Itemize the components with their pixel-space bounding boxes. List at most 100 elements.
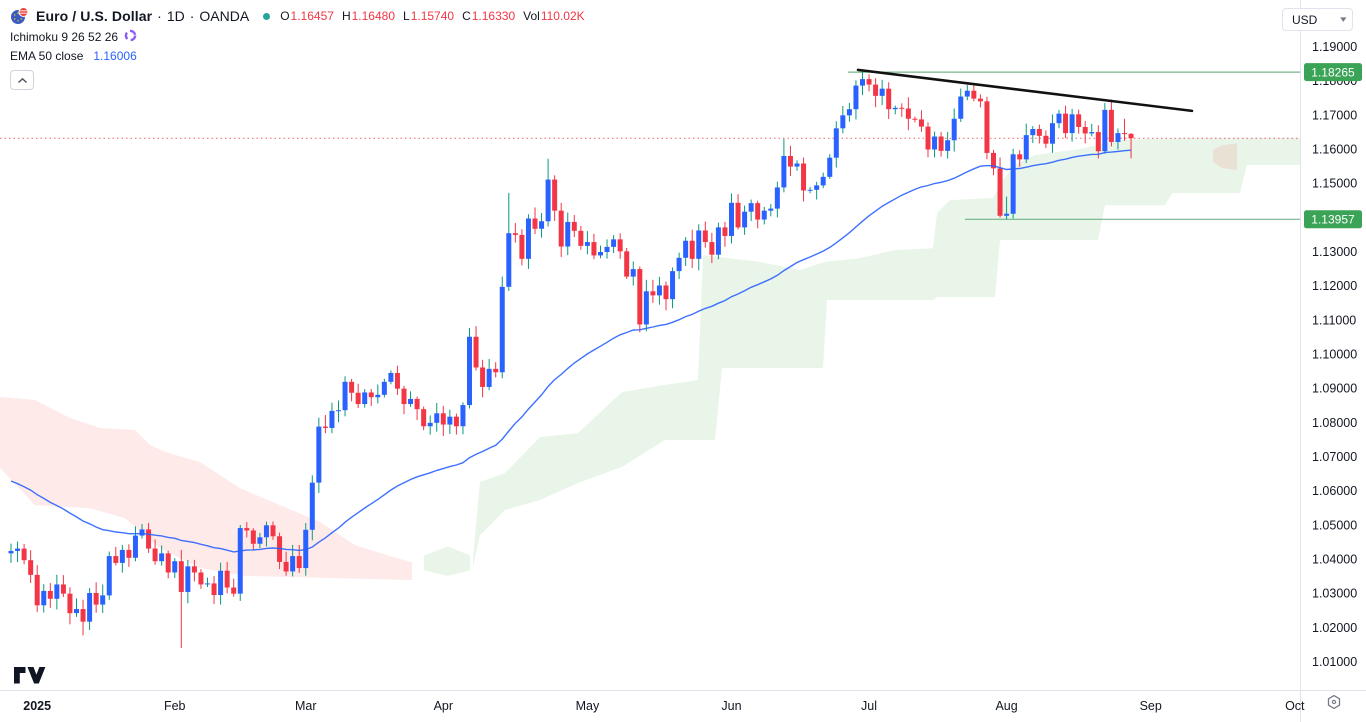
- candle-up[interactable]: [290, 556, 296, 572]
- candle-up[interactable]: [879, 88, 885, 96]
- candle-up[interactable]: [539, 221, 545, 229]
- candle-up[interactable]: [15, 548, 21, 551]
- candle-up[interactable]: [964, 90, 970, 97]
- price-axis-label[interactable]: 1.07000: [1312, 450, 1357, 464]
- candle-up[interactable]: [683, 240, 689, 258]
- candle-down[interactable]: [224, 570, 230, 588]
- symbol-row[interactable]: Euro / U.S. Dollar · 1D · OANDA O1.16457…: [10, 6, 585, 26]
- candle-down[interactable]: [886, 88, 892, 110]
- candle-up[interactable]: [814, 185, 820, 190]
- candle-down[interactable]: [113, 556, 119, 563]
- indicator-row-ema[interactable]: EMA 50 close 1.16006: [10, 47, 585, 64]
- candle-down[interactable]: [28, 560, 34, 575]
- candle-up[interactable]: [958, 96, 964, 119]
- candle-down[interactable]: [689, 240, 695, 259]
- candle-down[interactable]: [198, 572, 204, 585]
- candle-down[interactable]: [977, 98, 983, 102]
- candle-up[interactable]: [237, 528, 243, 594]
- candle-down[interactable]: [702, 230, 708, 243]
- candle-down[interactable]: [1043, 135, 1049, 144]
- candle-down[interactable]: [1095, 132, 1101, 152]
- candle-up[interactable]: [139, 529, 145, 536]
- candle-up[interactable]: [860, 79, 865, 86]
- candle-up[interactable]: [309, 482, 315, 530]
- candle-down[interactable]: [453, 416, 459, 427]
- candle-up[interactable]: [499, 286, 505, 373]
- candle-down[interactable]: [1036, 129, 1042, 136]
- candle-down[interactable]: [1017, 154, 1023, 160]
- candle-up[interactable]: [794, 163, 800, 167]
- candle-up[interactable]: [820, 176, 826, 186]
- candle-up[interactable]: [1115, 133, 1121, 142]
- candle-down[interactable]: [493, 368, 499, 373]
- time-axis-label[interactable]: Jul: [861, 699, 877, 713]
- candle-up[interactable]: [1023, 135, 1029, 160]
- axis-settings-gear-icon[interactable]: [1327, 694, 1341, 710]
- candle-up[interactable]: [427, 422, 433, 427]
- candle-up[interactable]: [316, 426, 322, 483]
- candle-up[interactable]: [1056, 113, 1062, 124]
- price-axis-label[interactable]: 1.17000: [1312, 108, 1357, 122]
- candle-down[interactable]: [912, 118, 918, 120]
- candle-down[interactable]: [93, 592, 99, 605]
- time-axis-label[interactable]: Mar: [295, 699, 317, 713]
- candle-down[interactable]: [755, 203, 761, 220]
- candle-down[interactable]: [578, 230, 584, 246]
- candle-down[interactable]: [126, 549, 132, 558]
- candle-up[interactable]: [1030, 129, 1036, 136]
- candle-up[interactable]: [670, 271, 676, 300]
- candle-down[interactable]: [997, 168, 1003, 216]
- candle-down[interactable]: [722, 227, 728, 236]
- candle-up[interactable]: [172, 561, 178, 573]
- currency-unit-button[interactable]: USD ▾: [1282, 8, 1353, 31]
- candle-up[interactable]: [696, 230, 702, 259]
- indicator-row-ichimoku[interactable]: Ichimoku 9 26 52 26: [10, 28, 585, 45]
- candle-up[interactable]: [467, 336, 472, 406]
- candle-up[interactable]: [1004, 213, 1010, 216]
- candle-down[interactable]: [250, 530, 256, 544]
- candle-up[interactable]: [729, 202, 734, 236]
- candle-down[interactable]: [80, 609, 86, 622]
- candle-up[interactable]: [54, 584, 60, 599]
- candle-up[interactable]: [1010, 154, 1016, 214]
- candle-down[interactable]: [270, 525, 276, 537]
- candle-down[interactable]: [368, 392, 374, 398]
- candle-down[interactable]: [905, 108, 911, 119]
- candle-down[interactable]: [34, 574, 40, 606]
- candle-up[interactable]: [807, 189, 813, 191]
- candle-up[interactable]: [951, 118, 957, 141]
- candle-up[interactable]: [362, 392, 368, 405]
- candle-down[interactable]: [349, 381, 355, 393]
- trendline-drawing[interactable]: [856, 68, 1194, 113]
- candle-up[interactable]: [408, 398, 414, 405]
- candle-up[interactable]: [840, 115, 846, 129]
- candle-up[interactable]: [945, 140, 951, 151]
- price-axis-label[interactable]: 1.09000: [1312, 382, 1357, 396]
- candle-up[interactable]: [106, 556, 112, 596]
- price-axis-label[interactable]: 1.06000: [1312, 484, 1357, 498]
- candle-up[interactable]: [584, 242, 590, 246]
- candle-down[interactable]: [637, 269, 643, 325]
- candle-down[interactable]: [244, 528, 250, 531]
- price-axis-label[interactable]: 1.11000: [1312, 313, 1356, 327]
- candle-up[interactable]: [1102, 109, 1108, 152]
- candle-up[interactable]: [74, 609, 79, 614]
- candle-down[interactable]: [178, 561, 184, 592]
- candle-up[interactable]: [656, 285, 662, 296]
- candle-down[interactable]: [735, 202, 741, 228]
- candle-down[interactable]: [401, 388, 407, 405]
- price-axis-label[interactable]: 1.01000: [1312, 655, 1357, 669]
- candle-down[interactable]: [558, 210, 564, 247]
- candle-down[interactable]: [394, 372, 400, 389]
- candle-down[interactable]: [421, 409, 427, 427]
- candle-up[interactable]: [119, 549, 125, 563]
- candle-down[interactable]: [512, 233, 518, 235]
- candle-down[interactable]: [899, 107, 905, 109]
- price-axis-label[interactable]: 1.03000: [1312, 587, 1357, 601]
- candle-up[interactable]: [768, 208, 774, 211]
- candle-down[interactable]: [971, 90, 977, 99]
- candle-up[interactable]: [742, 211, 748, 228]
- legend-collapse-button[interactable]: [10, 70, 34, 90]
- candle-up[interactable]: [630, 269, 636, 277]
